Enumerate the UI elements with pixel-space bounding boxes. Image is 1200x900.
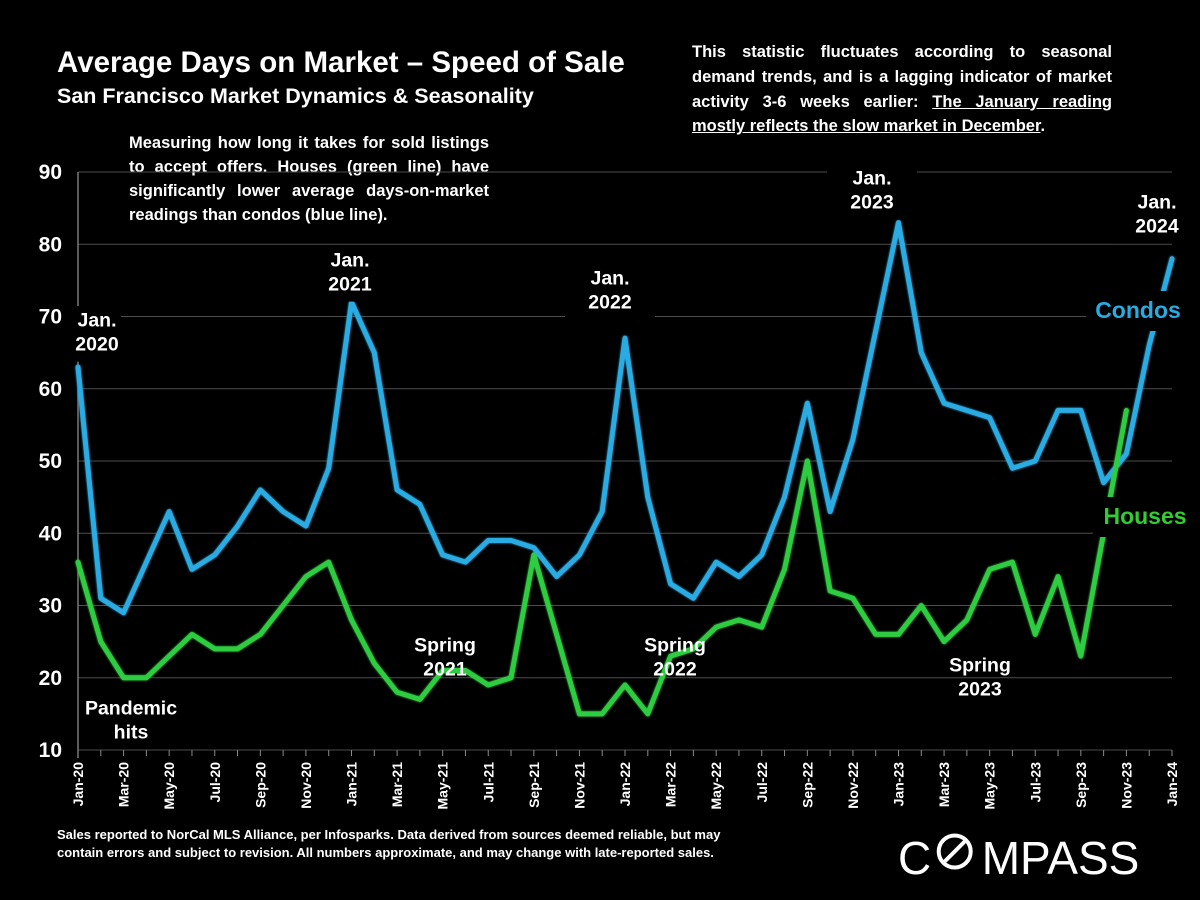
svg-text:Sep-23: Sep-23 [1073, 762, 1089, 808]
svg-text:Nov-23: Nov-23 [1118, 762, 1134, 809]
svg-text:Jan-22: Jan-22 [617, 762, 633, 807]
svg-text:Jan-21: Jan-21 [344, 762, 360, 807]
svg-text:40: 40 [39, 522, 62, 545]
svg-text:Jan.: Jan. [330, 250, 369, 272]
svg-text:2023: 2023 [958, 678, 1002, 700]
svg-text:30: 30 [39, 595, 62, 618]
svg-text:2022: 2022 [588, 291, 632, 313]
svg-text:Jan.: Jan. [852, 168, 891, 190]
svg-text:Nov-21: Nov-21 [571, 762, 587, 809]
svg-text:C: C [898, 832, 931, 880]
svg-text:Nov-22: Nov-22 [845, 762, 861, 809]
svg-text:90: 90 [39, 161, 62, 184]
svg-text:Mar-21: Mar-21 [389, 762, 405, 807]
svg-text:hits: hits [114, 721, 149, 743]
svg-text:60: 60 [39, 378, 62, 401]
svg-text:Jan.: Jan. [77, 310, 116, 332]
svg-text:2024: 2024 [1135, 215, 1179, 237]
svg-text:May-23: May-23 [982, 762, 998, 810]
svg-text:Jan.: Jan. [1137, 192, 1176, 214]
svg-text:Sep-20: Sep-20 [252, 762, 268, 808]
svg-text:Jul-20: Jul-20 [207, 762, 223, 803]
svg-text:Jan-20: Jan-20 [70, 762, 86, 807]
svg-text:May-21: May-21 [435, 762, 451, 810]
svg-text:Jan-24: Jan-24 [1164, 762, 1180, 807]
svg-text:Mar-23: Mar-23 [936, 762, 952, 807]
svg-text:20: 20 [39, 667, 62, 690]
svg-text:Jul-23: Jul-23 [1027, 762, 1043, 803]
svg-text:2023: 2023 [850, 191, 894, 213]
svg-text:2021: 2021 [423, 658, 467, 680]
svg-text:Mar-22: Mar-22 [663, 762, 679, 807]
svg-text:Spring: Spring [644, 635, 706, 657]
svg-text:Jul-21: Jul-21 [480, 762, 496, 803]
svg-text:MPASS: MPASS [982, 832, 1140, 880]
svg-text:Spring: Spring [949, 655, 1011, 677]
svg-text:50: 50 [39, 450, 62, 473]
svg-text:Sep-21: Sep-21 [526, 762, 542, 808]
svg-text:2020: 2020 [75, 333, 119, 355]
svg-text:Mar-20: Mar-20 [116, 762, 132, 807]
svg-text:10: 10 [39, 739, 62, 762]
svg-text:Pandemic: Pandemic [85, 698, 177, 720]
svg-text:Spring: Spring [414, 635, 476, 657]
svg-text:2022: 2022 [653, 658, 697, 680]
svg-text:70: 70 [39, 306, 62, 329]
svg-text:Condos: Condos [1095, 297, 1181, 323]
svg-text:Jul-22: Jul-22 [754, 762, 770, 803]
svg-text:May-20: May-20 [161, 762, 177, 810]
svg-text:80: 80 [39, 233, 62, 256]
svg-text:Jan.: Jan. [590, 268, 629, 290]
svg-text:Jan-23: Jan-23 [891, 762, 907, 807]
svg-text:May-22: May-22 [708, 762, 724, 810]
svg-text:Sep-22: Sep-22 [799, 762, 815, 808]
svg-text:Houses: Houses [1103, 503, 1186, 529]
svg-text:2021: 2021 [328, 273, 372, 295]
svg-text:Nov-20: Nov-20 [298, 762, 314, 809]
